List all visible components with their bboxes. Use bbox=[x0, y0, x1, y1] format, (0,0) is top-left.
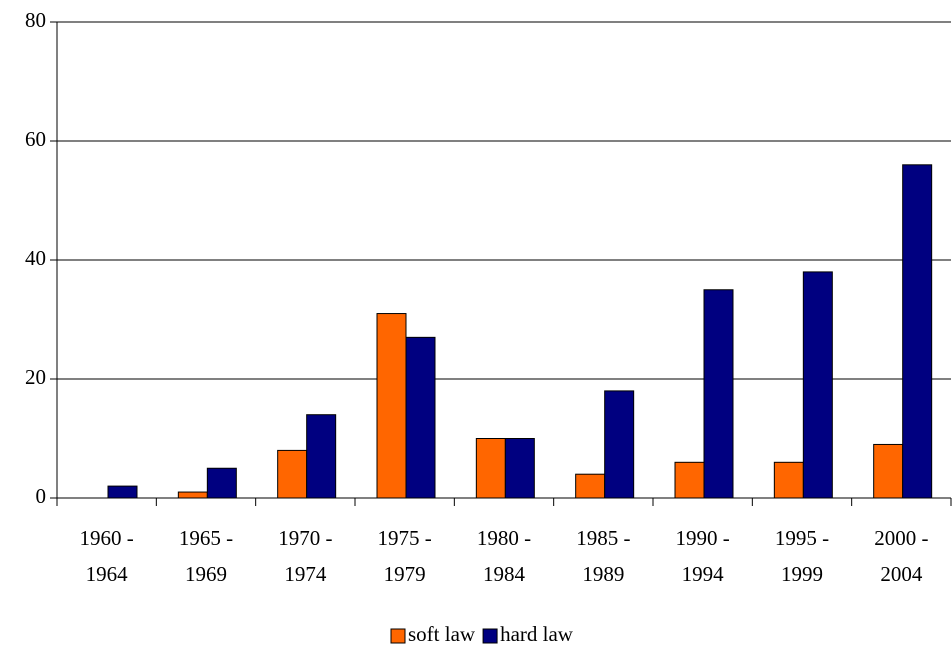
x-tick-label: 1974 bbox=[284, 562, 327, 586]
x-tick-label: 1980 - bbox=[477, 526, 531, 550]
x-tick-label: 1995 - bbox=[775, 526, 829, 550]
bar bbox=[902, 164, 933, 499]
x-tick-label: 1994 bbox=[682, 562, 725, 586]
x-tick-label: 2000 - bbox=[874, 526, 928, 550]
bar bbox=[475, 438, 506, 499]
bar bbox=[773, 461, 804, 499]
y-tick-label: 40 bbox=[25, 246, 46, 270]
bar bbox=[405, 336, 436, 499]
bar bbox=[107, 485, 138, 499]
y-tick-label: 80 bbox=[25, 8, 46, 32]
x-tick-label: 1960 - bbox=[80, 526, 134, 550]
x-tick-label: 1985 - bbox=[576, 526, 630, 550]
bar bbox=[277, 449, 308, 499]
bar bbox=[575, 473, 606, 499]
x-tick-label: 1975 - bbox=[378, 526, 432, 550]
bar bbox=[873, 443, 904, 499]
legend-label: hard law bbox=[500, 622, 574, 646]
y-tick-label: 20 bbox=[25, 365, 46, 389]
y-tick-label: 60 bbox=[25, 127, 46, 151]
x-tick-label: 2004 bbox=[880, 562, 923, 586]
legend-label: soft law bbox=[408, 622, 476, 646]
bar bbox=[703, 289, 734, 499]
bar bbox=[504, 438, 535, 499]
x-tick-label: 1965 - bbox=[179, 526, 233, 550]
x-tick-label: 1964 bbox=[86, 562, 129, 586]
bar bbox=[604, 390, 635, 499]
y-tick-label: 0 bbox=[36, 484, 47, 508]
x-tick-label: 1999 bbox=[781, 562, 823, 586]
legend-swatch bbox=[390, 628, 406, 644]
x-tick-label: 1979 bbox=[384, 562, 426, 586]
x-tick-label: 1969 bbox=[185, 562, 227, 586]
bar bbox=[802, 271, 833, 499]
x-tick-label: 1970 - bbox=[278, 526, 332, 550]
x-tick-label: 1990 - bbox=[676, 526, 730, 550]
bar bbox=[206, 467, 237, 499]
bar bbox=[306, 414, 337, 499]
bar bbox=[674, 461, 705, 499]
x-tick-label: 1989 bbox=[582, 562, 624, 586]
bar bbox=[376, 313, 407, 499]
legend-swatch bbox=[482, 628, 498, 644]
x-tick-label: 1984 bbox=[483, 562, 526, 586]
bar bbox=[177, 491, 208, 499]
